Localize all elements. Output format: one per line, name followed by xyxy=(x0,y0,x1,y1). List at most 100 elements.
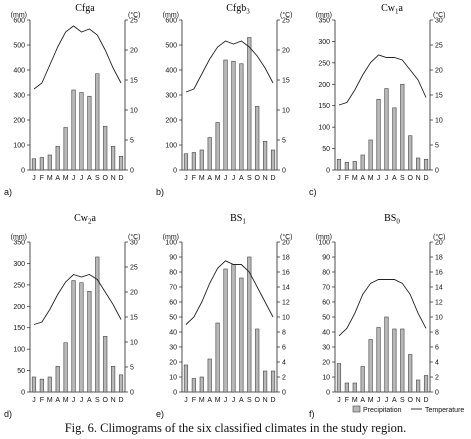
precipitation-bar xyxy=(247,37,252,171)
month-label: O xyxy=(407,175,413,182)
precipitation-bar xyxy=(400,328,405,393)
precipitation-bar xyxy=(79,282,84,393)
month-label: O xyxy=(254,397,260,404)
climogram-panel-c: 0 50 100 150 200 250 300 350 0 5 10 15 20 25 30 (mm) (°C… xyxy=(309,11,446,197)
right-tick-label: 10 xyxy=(130,340,138,347)
left-tick-label: 300 xyxy=(13,261,25,268)
month-label: A xyxy=(392,397,397,404)
left-tick-label: 400 xyxy=(13,68,25,75)
month-label: N xyxy=(111,397,116,404)
right-tick-label: 0 xyxy=(435,168,439,175)
month-label: O xyxy=(102,175,108,182)
right-tick-label: 0 xyxy=(130,168,134,175)
left-tick-label: 300 xyxy=(165,93,177,100)
right-tick-label: 25 xyxy=(282,18,290,25)
month-label: A xyxy=(239,397,244,404)
month-label: A xyxy=(55,175,60,182)
precipitation-bar xyxy=(31,376,37,393)
month-label: J xyxy=(377,397,381,404)
month-label: A xyxy=(55,397,60,404)
month-label: A xyxy=(207,397,212,404)
left-tick-label: 90 xyxy=(169,255,177,262)
left-unit-label: (mm) xyxy=(316,234,332,241)
right-unit-label: (°C) xyxy=(128,11,141,19)
precipitation-bar xyxy=(39,157,44,171)
precipitation-bar xyxy=(111,145,116,171)
precipitation-bar xyxy=(255,328,260,393)
month-label: D xyxy=(119,175,124,182)
month-label: A xyxy=(87,175,92,182)
right-tick-label: 12 xyxy=(435,300,443,307)
right-tick-label: 20 xyxy=(130,290,138,297)
right-tick-label: 10 xyxy=(435,118,443,125)
left-tick-label: 70 xyxy=(169,285,177,292)
left-unit-label: (mm) xyxy=(316,12,332,19)
precipitation-bar xyxy=(231,264,236,393)
precipitation-bar xyxy=(39,378,44,393)
left-tick-label: 350 xyxy=(13,240,25,247)
month-label: J xyxy=(232,175,236,182)
temperature-line xyxy=(33,25,122,90)
precipitation-bar xyxy=(384,316,389,393)
month-label: M xyxy=(199,397,205,404)
right-tick-label: 16 xyxy=(435,270,443,277)
left-tick-label: 50 xyxy=(169,315,177,322)
right-tick-label: 15 xyxy=(435,93,443,100)
left-tick-label: 50 xyxy=(17,368,25,375)
month-label: J xyxy=(385,397,389,404)
right-tick-label: 16 xyxy=(282,270,290,277)
left-tick-label: 20 xyxy=(169,360,177,367)
right-tick-label: 5 xyxy=(435,143,439,150)
precipitation-bar xyxy=(199,376,204,393)
precipitation-bar xyxy=(416,157,421,171)
month-label: J xyxy=(184,175,188,182)
precipitation-bar xyxy=(360,154,365,171)
left-tick-label: 40 xyxy=(322,330,330,337)
right-tick-label: 10 xyxy=(282,108,290,115)
month-label: J xyxy=(224,175,228,182)
left-unit-label: (mm) xyxy=(163,234,179,241)
precipitation-bar xyxy=(71,89,76,171)
precipitation-bar xyxy=(191,152,196,171)
month-label: J xyxy=(32,397,36,404)
left-tick-label: 60 xyxy=(322,300,330,307)
precipitation-bar xyxy=(118,374,124,393)
left-tick-label: 200 xyxy=(13,118,25,125)
precipitation-bar xyxy=(71,280,76,393)
left-tick-label: 100 xyxy=(318,240,330,247)
precipitation-bar xyxy=(344,382,349,393)
precipitation-bar xyxy=(103,125,108,171)
month-label: S xyxy=(247,175,252,182)
right-tick-label: 15 xyxy=(130,78,138,85)
left-tick-label: 250 xyxy=(318,60,330,67)
right-tick-label: 10 xyxy=(282,315,290,322)
month-label: N xyxy=(263,397,268,404)
month-label: J xyxy=(80,175,84,182)
legend: Precipitation Temperature xyxy=(352,405,464,414)
month-label: A xyxy=(392,175,397,182)
left-tick-label: 200 xyxy=(165,118,177,125)
climogram-panel-d: 0 50 100 150 200 250 300 350 0 5 10 15 20 25 30 (mm) (°C… xyxy=(4,233,141,419)
left-tick-label: 200 xyxy=(13,304,25,311)
right-unit-label: (°C) xyxy=(433,11,446,19)
right-tick-label: 25 xyxy=(130,18,138,25)
panel-letter: e) xyxy=(156,409,164,419)
left-tick-label: 30 xyxy=(169,345,177,352)
precipitation-bar xyxy=(215,122,220,171)
left-tick-label: 0 xyxy=(326,390,330,397)
temperature-line xyxy=(185,40,274,93)
month-label: S xyxy=(95,175,100,182)
precipitation-bar xyxy=(392,107,397,171)
month-label: J xyxy=(232,397,236,404)
right-unit-label: (°C) xyxy=(128,233,141,241)
left-tick-label: 300 xyxy=(318,39,330,46)
month-label: F xyxy=(345,397,349,404)
month-label: N xyxy=(416,175,421,182)
precipitation-bar xyxy=(79,92,84,171)
legend-precipitation-swatch xyxy=(352,405,361,413)
month-label: D xyxy=(119,397,124,404)
month-label: A xyxy=(360,397,365,404)
right-tick-label: 0 xyxy=(282,390,286,397)
precipitation-bar xyxy=(47,376,52,393)
